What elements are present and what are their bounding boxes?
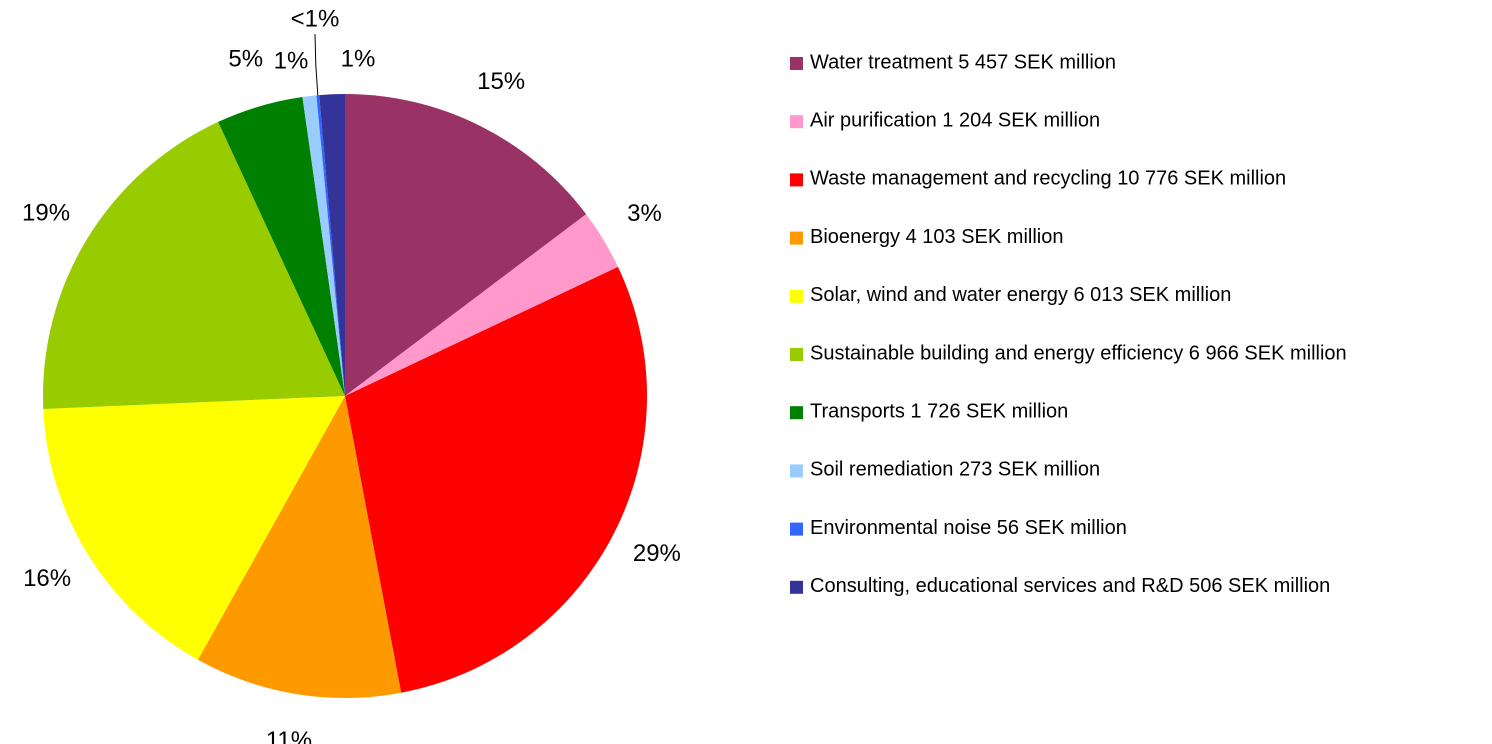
data-label: 11%: [266, 727, 312, 744]
legend-label: Waste management and recycling 10 776 SE…: [810, 168, 1286, 190]
legend-swatch: [790, 231, 803, 245]
legend-swatch: [790, 115, 803, 129]
pie-slice: [218, 97, 345, 396]
pie-slice: [197, 396, 402, 698]
data-label: 15%: [477, 68, 525, 95]
data-label: 29%: [633, 540, 681, 567]
legend-label: Transports 1 726 SEK million: [810, 400, 1068, 422]
pie-slice: [43, 396, 345, 660]
pie-slice: [345, 94, 587, 396]
legend-label: Bioenergy 4 103 SEK million: [810, 226, 1063, 248]
legend-swatch: [790, 406, 803, 420]
legend-swatch: [790, 348, 803, 361]
legend-swatch: [790, 464, 803, 478]
pie-slice: [316, 95, 345, 397]
data-label: 5%: [228, 46, 263, 73]
pie-slice: [302, 95, 345, 396]
legend-label: Sustainable building and energy efficien…: [810, 342, 1347, 364]
legend-swatch: [790, 173, 803, 187]
legend-label: Soil remediation 273 SEK million: [810, 459, 1100, 481]
legend-label: Air purification 1 204 SEK million: [810, 109, 1100, 131]
legend-swatch: [790, 57, 803, 70]
data-label: 1%: [274, 47, 309, 74]
legend-swatch: [790, 580, 803, 594]
legend-swatch: [790, 522, 803, 536]
pie-slice: [345, 214, 619, 396]
data-label: 3%: [627, 200, 662, 227]
legend-label: Solar, wind and water energy 6 013 SEK m…: [810, 284, 1231, 306]
data-label: 16%: [23, 565, 71, 592]
legend-label: Environmental noise 56 SEK million: [810, 517, 1127, 539]
data-label: 19%: [22, 199, 70, 226]
legend-label: Water treatment 5 457 SEK million: [810, 51, 1116, 73]
data-label: <1%: [291, 5, 340, 32]
legend-swatch: [790, 289, 803, 303]
pie-slice: [319, 94, 345, 396]
legend-label: Consulting, educational services and R&D…: [810, 575, 1330, 597]
pie-slice: [345, 266, 647, 693]
data-label: 1%: [341, 45, 376, 72]
leader-line: [314, 33, 319, 96]
pie-slice: [42, 121, 345, 410]
